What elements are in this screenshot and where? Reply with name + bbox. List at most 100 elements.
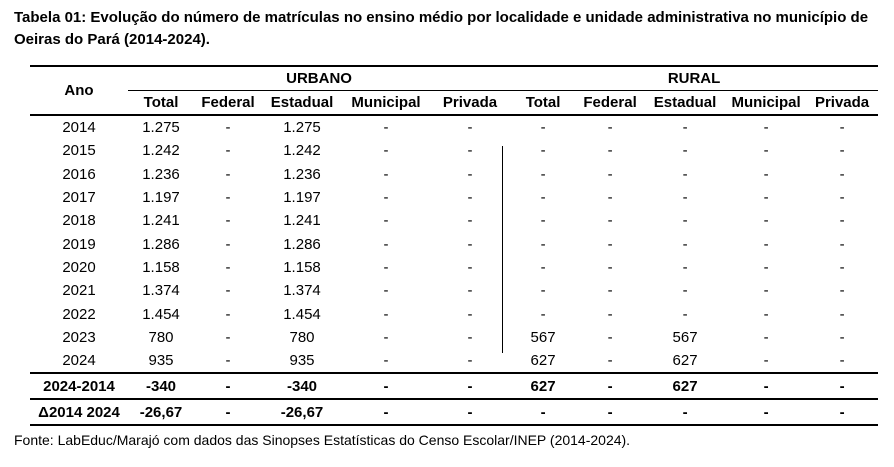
- value-cell: -: [467, 119, 473, 137]
- table-row: 2014 1.275 - 1.275 - - - - - - -: [30, 115, 878, 139]
- subheader-urbano-federal: Federal: [194, 90, 262, 116]
- summary-value-cell: -: [726, 399, 807, 427]
- value-cell: 1.241: [142, 212, 180, 230]
- summary-value-cell: -: [342, 373, 430, 401]
- value-cell: 627: [510, 348, 577, 375]
- value-cell: -: [839, 165, 845, 183]
- subheader-rural-estadual: Estadual: [644, 90, 727, 116]
- value-cell: -: [607, 165, 613, 183]
- value-cell: -: [467, 235, 473, 253]
- value-cell: 1.454: [283, 305, 321, 323]
- subheader-urbano-municipal: Municipal: [342, 90, 430, 116]
- summary-value-cell: -: [644, 399, 727, 427]
- value-cell: -: [342, 348, 430, 375]
- value-cell: -: [576, 348, 645, 375]
- value-cell: -: [194, 348, 262, 375]
- value-cell: 1.242: [142, 142, 180, 160]
- summary-value-cell: -: [806, 399, 879, 427]
- value-cell: 1.275: [283, 119, 321, 137]
- year-cell: 2014: [62, 119, 96, 137]
- summary-value-cell: -26,67: [262, 399, 342, 427]
- value-cell: -: [430, 348, 511, 375]
- table-row: 2016 1.236 - 1.236 - - - - - - -: [30, 163, 878, 186]
- value-cell: -: [383, 119, 389, 137]
- subheader-urbano-estadual: Estadual: [262, 90, 342, 116]
- value-cell: -: [225, 142, 231, 160]
- year-cell: 2022: [62, 305, 96, 323]
- value-cell: -: [467, 142, 473, 160]
- value-cell: -: [682, 258, 688, 276]
- value-cell: -: [383, 235, 389, 253]
- value-cell: 1.158: [142, 258, 180, 276]
- value-cell: 1.374: [283, 282, 321, 300]
- value-cell: -: [839, 282, 845, 300]
- value-cell: 1.454: [142, 305, 180, 323]
- subheader-rural-federal: Federal: [576, 90, 645, 116]
- source-note: Fonte: LabEduc/Marajó com dados das Sino…: [14, 432, 631, 448]
- enrollment-table: Ano URBANO RURAL Total Federal Estadual …: [30, 65, 879, 427]
- value-cell: -: [540, 235, 546, 253]
- table-row: 2017 1.197 - 1.197 - - - - - - -: [30, 186, 878, 209]
- value-cell: -: [467, 189, 473, 207]
- summary-value-cell: -: [430, 399, 511, 427]
- value-cell: -: [682, 305, 688, 323]
- value-cell: -: [383, 212, 389, 230]
- value-cell: -: [763, 119, 769, 137]
- value-cell: -: [540, 212, 546, 230]
- value-cell: 1.286: [142, 235, 180, 253]
- value-cell: -: [806, 348, 879, 375]
- group-header-rural: RURAL: [510, 65, 879, 91]
- table-row: 2015 1.242 - 1.242 - - - - - - -: [30, 139, 878, 162]
- subheader-urbano-privada: Privada: [430, 90, 511, 116]
- value-cell: -: [763, 258, 769, 276]
- subheader-rural-municipal: Municipal: [726, 90, 807, 116]
- summary-value-cell: -: [194, 399, 262, 427]
- summary-value-cell: -: [510, 399, 577, 427]
- value-cell: -: [607, 235, 613, 253]
- value-cell: 1.242: [283, 142, 321, 160]
- table-row: 2019 1.286 - 1.286 - - - - - - -: [30, 232, 878, 255]
- summary-value-cell: -: [806, 373, 879, 401]
- value-cell: -: [225, 119, 231, 137]
- value-cell: 1.197: [142, 189, 180, 207]
- value-cell: -: [225, 328, 231, 346]
- summary-value-cell: -26,67: [128, 399, 194, 427]
- value-cell: -: [607, 282, 613, 300]
- value-cell: -: [607, 189, 613, 207]
- summary-value-cell: -340: [262, 373, 342, 401]
- value-cell: -: [607, 258, 613, 276]
- value-cell: -: [682, 165, 688, 183]
- table-row: 2021 1.374 - 1.374 - - - - - - -: [30, 279, 878, 302]
- value-cell: -: [607, 328, 613, 346]
- value-cell: -: [225, 258, 231, 276]
- value-cell: -: [607, 119, 613, 137]
- value-cell: -: [540, 189, 546, 207]
- value-cell: -: [763, 282, 769, 300]
- value-cell: -: [839, 235, 845, 253]
- value-cell: -: [682, 189, 688, 207]
- value-cell: -: [467, 282, 473, 300]
- year-column-header: Ano: [30, 65, 128, 116]
- year-cell: 2015: [62, 142, 96, 160]
- table-row: 2023 780 - 780 - - 567 - 567 - -: [30, 326, 878, 349]
- value-cell: 1.286: [283, 235, 321, 253]
- table-summary: 2024-2014 -340- -340- -627-627- - Δ2014 2024-…: [30, 373, 879, 427]
- year-cell: 2020: [62, 258, 96, 276]
- summary-value-cell: -: [576, 373, 645, 401]
- summary-value-cell: -: [430, 373, 511, 401]
- subheader-rural-privada: Privada: [806, 90, 879, 116]
- value-cell: -: [383, 282, 389, 300]
- value-cell: -: [225, 305, 231, 323]
- value-cell: -: [467, 165, 473, 183]
- table-title: Tabela 01: Evolução do número de matrícu…: [14, 9, 869, 48]
- table-row: 2020 1.158 - 1.158 - - - - - - -: [30, 256, 878, 279]
- value-cell: -: [540, 119, 546, 137]
- value-cell: -: [839, 119, 845, 137]
- summary-label: Δ2014 2024: [30, 399, 128, 427]
- value-cell: -: [607, 305, 613, 323]
- year-cell: 2017: [62, 189, 96, 207]
- value-cell: 1.241: [283, 212, 321, 230]
- value-cell: 1.275: [142, 119, 180, 137]
- value-cell: 1.374: [142, 282, 180, 300]
- summary-value-cell: -: [342, 399, 430, 427]
